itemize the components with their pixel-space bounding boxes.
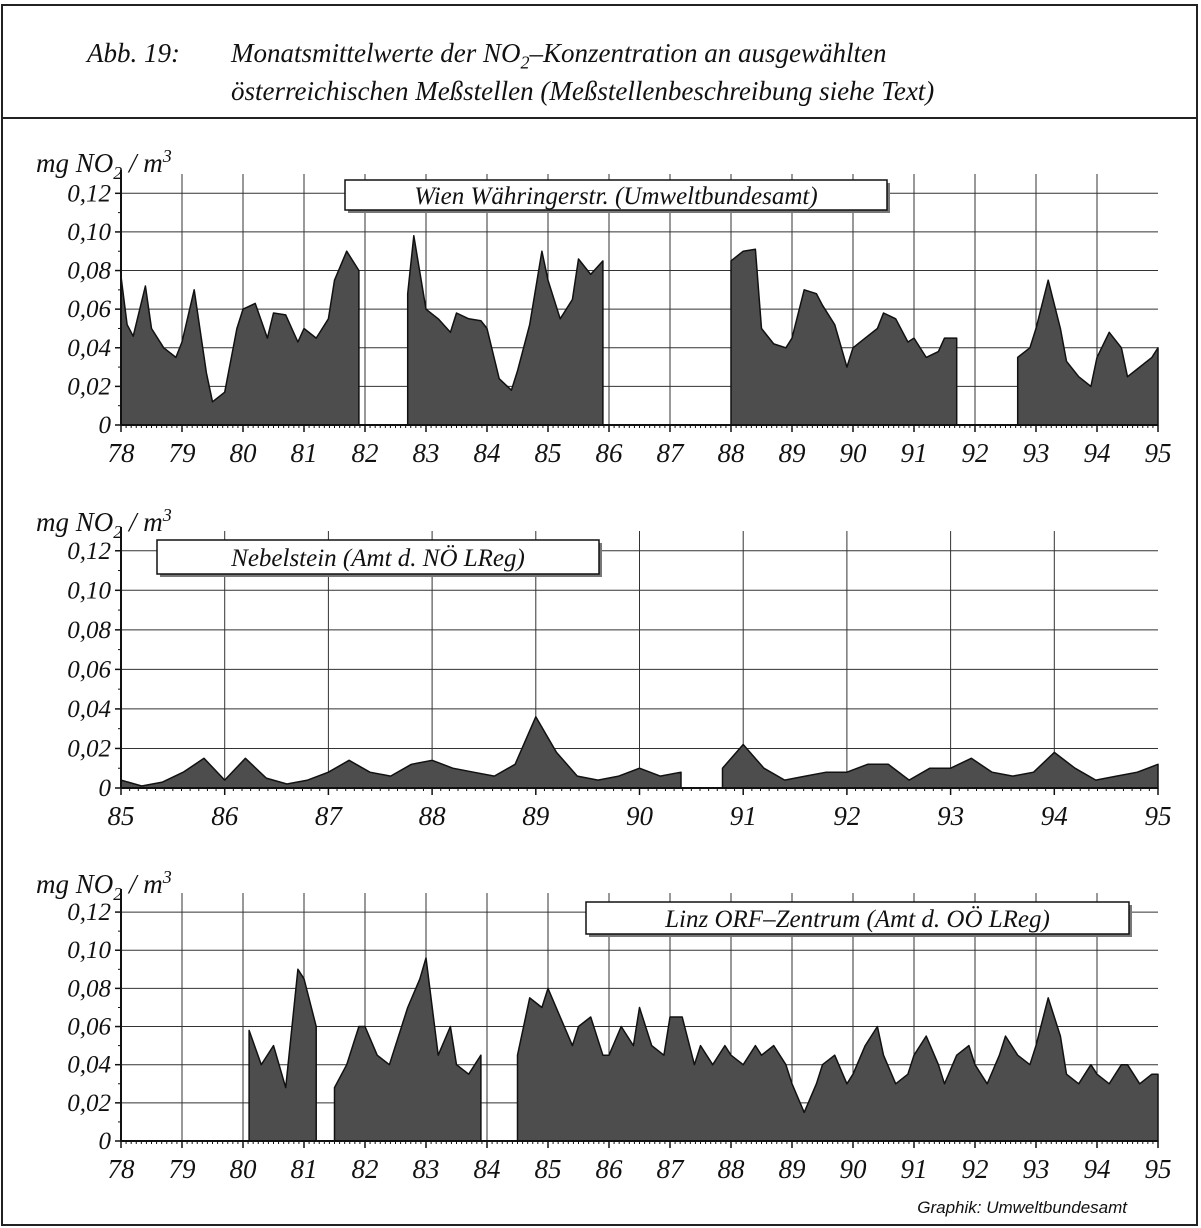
y-tick-label: 0,04 — [67, 1052, 111, 1079]
x-tick-label: 79 — [169, 438, 197, 468]
caption-line-1-a: Monatsmittelwerte der NO — [231, 38, 521, 68]
y-tick-label: 0,02 — [67, 373, 111, 400]
y-tick-label: 0,12 — [67, 538, 111, 565]
y-axis-label: mg NO2 / m3 — [36, 505, 172, 542]
x-tick-label: 90 — [840, 1154, 868, 1184]
chart-title: Nebelstein (Amt d. NÖ LReg) — [230, 544, 525, 572]
x-tick-label: 86 — [596, 1154, 624, 1184]
x-tick-label: 95 — [1145, 801, 1172, 831]
x-tick-label: 93 — [1023, 1154, 1050, 1184]
x-tick-label: 91 — [901, 1154, 928, 1184]
caption-line-1: Monatsmittelwerte der NO2–Konzentration … — [231, 38, 886, 73]
series-area — [248, 968, 317, 1142]
x-tick-label: 79 — [169, 1154, 197, 1184]
chart-1: 0 0,02 0,04 0,06 0,08 0,10 0,12 78 79 80 81 82 83 84 8… — [36, 146, 1172, 468]
series-area — [516, 987, 1159, 1142]
x-tick-label: 83 — [413, 1154, 440, 1184]
x-tick-label: 80 — [230, 438, 258, 468]
y-tick-label: 0 — [99, 775, 112, 802]
caption-line-1-sub: 2 — [520, 52, 530, 73]
y-tick-label: 0,02 — [67, 1090, 111, 1117]
x-tick-label: 87 — [657, 438, 686, 468]
y-tick-label: 0,12 — [67, 899, 111, 926]
y-tick-label: 0,10 — [67, 577, 111, 604]
title-box — [344, 179, 888, 211]
y-tick-label: 0,04 — [67, 696, 111, 723]
y-tick-label: 0,06 — [67, 296, 111, 323]
y-axis-label: mg NO2 / m3 — [36, 146, 172, 183]
series-area — [721, 743, 1159, 789]
series-area — [1016, 279, 1159, 426]
x-tick-label: 78 — [108, 438, 136, 468]
x-tick-label: 88 — [419, 801, 447, 831]
x-tick-label: 95 — [1145, 438, 1172, 468]
x-tick-label: 78 — [108, 1154, 136, 1184]
x-tick-label: 81 — [291, 438, 318, 468]
y-tick-label: 0,06 — [67, 1014, 111, 1041]
y-tick-label: 0,10 — [67, 219, 111, 246]
y-axis-label: mg NO2 / m3 — [36, 867, 172, 904]
y-tick-label: 0,08 — [67, 258, 111, 285]
x-tick-label: 88 — [718, 438, 746, 468]
series-area — [406, 235, 604, 426]
chart-3: 0 0,02 0,04 0,06 0,08 0,10 0,12 78 79 80 81 82 83 84 8… — [36, 867, 1172, 1184]
caption-line-2: österreichischen Meßstellen (Meßstellenb… — [231, 76, 935, 106]
x-tick-label: 86 — [211, 801, 239, 831]
x-tick-label: 82 — [352, 1154, 379, 1184]
x-tick-label: 92 — [962, 1154, 989, 1184]
x-tick-label: 85 — [108, 801, 135, 831]
x-tick-label: 89 — [779, 1154, 807, 1184]
y-tick-label: 0,04 — [67, 335, 111, 362]
x-tick-label: 80 — [230, 1154, 258, 1184]
caption-label: Abb. 19: — [87, 38, 180, 68]
caption-divider — [3, 117, 1196, 119]
series-area — [120, 716, 682, 789]
x-tick-label: 91 — [730, 801, 757, 831]
y-tick-label: 0,02 — [67, 735, 111, 762]
y-tick-label: 0 — [99, 1128, 112, 1155]
x-tick-label: 94 — [1084, 1154, 1111, 1184]
chart-title: Wien Währingerstr. (Umweltbundesamt) — [414, 183, 817, 210]
x-tick-label: 93 — [937, 801, 964, 831]
x-tick-label: 90 — [840, 438, 868, 468]
x-tick-label: 90 — [626, 801, 654, 831]
x-tick-label: 93 — [1023, 438, 1050, 468]
y-tick-label: 0,12 — [67, 180, 111, 207]
x-tick-label: 81 — [291, 1154, 318, 1184]
x-tick-label: 85 — [535, 1154, 562, 1184]
x-tick-label: 94 — [1041, 801, 1068, 831]
y-tick-label: 0,08 — [67, 975, 111, 1002]
x-tick-label: 83 — [413, 438, 440, 468]
graphic-credit: Graphik: Umweltbundesamt — [917, 1198, 1127, 1217]
x-tick-label: 89 — [522, 801, 550, 831]
x-tick-label: 91 — [901, 438, 928, 468]
x-tick-label: 89 — [779, 438, 807, 468]
x-tick-label: 85 — [535, 438, 562, 468]
x-tick-label: 86 — [596, 438, 624, 468]
y-tick-label: 0 — [99, 412, 112, 439]
x-tick-label: 84 — [474, 1154, 501, 1184]
series-area — [333, 957, 482, 1142]
title-box — [156, 539, 600, 575]
x-tick-label: 92 — [962, 438, 989, 468]
title-box — [585, 901, 1130, 935]
caption-line-1-b: –Konzentration an ausgewählten — [529, 38, 887, 68]
chart-title: Linz ORF–Zentrum (Amt d. OÖ LReg) — [664, 905, 1050, 933]
y-tick-label: 0,10 — [67, 937, 111, 964]
x-tick-label: 94 — [1084, 438, 1111, 468]
x-tick-label: 88 — [718, 1154, 746, 1184]
x-tick-label: 87 — [315, 801, 344, 831]
x-tick-label: 92 — [833, 801, 860, 831]
x-tick-label: 87 — [657, 1154, 686, 1184]
x-tick-label: 84 — [474, 438, 501, 468]
y-tick-label: 0,06 — [67, 656, 111, 683]
y-tick-label: 0,08 — [67, 617, 111, 644]
x-tick-label: 95 — [1145, 1154, 1172, 1184]
chart-2: 0 0,02 0,04 0,06 0,08 0,10 0,12 85 86 87 88 89 90 91 9… — [36, 505, 1172, 831]
x-tick-label: 82 — [352, 438, 379, 468]
series-area — [120, 250, 360, 426]
series-area — [730, 248, 958, 426]
